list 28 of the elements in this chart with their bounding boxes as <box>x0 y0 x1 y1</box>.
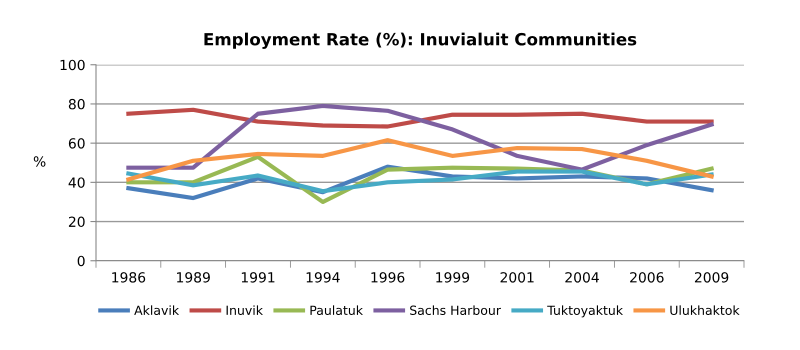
legend-label: Inuvik <box>226 305 263 315</box>
y-tick-label: 60 <box>68 138 85 149</box>
x-tick-label: 2006 <box>630 272 664 283</box>
legend-label: Paulatuk <box>310 305 363 315</box>
x-tick-label: 1986 <box>112 272 146 283</box>
legend-label: Aklavik <box>134 305 180 315</box>
x-tick-label: 1991 <box>242 272 274 283</box>
legend-label: Tuktoyaktuk <box>547 305 623 318</box>
line-series <box>126 169 714 194</box>
x-tick-label: 1994 <box>306 272 340 283</box>
y-tick-label: 0 <box>78 256 85 266</box>
line-series <box>126 138 714 182</box>
y-tick-label: 100 <box>60 60 85 70</box>
x-tick-label: 1989 <box>177 272 210 283</box>
legend-label: Sachs Harbour <box>410 305 501 315</box>
chart-title: Employment Rate (%): Inuvialuit Communities <box>204 32 636 49</box>
x-tick-label: 2004 <box>565 272 599 283</box>
x-tick-label: 2001 <box>500 272 534 283</box>
y-tick-label: 20 <box>68 216 85 228</box>
y-tick-label: 40 <box>68 177 85 188</box>
line-series <box>126 108 714 129</box>
y-tick-label: 80 <box>68 98 85 110</box>
line-series <box>126 104 714 172</box>
legend-label: Ulukhaktok <box>670 305 740 315</box>
x-tick-label: 2009 <box>694 272 728 283</box>
x-tick-label: 1996 <box>371 272 404 283</box>
y-axis-title: % <box>34 156 46 167</box>
x-tick-label: 1999 <box>436 272 470 283</box>
